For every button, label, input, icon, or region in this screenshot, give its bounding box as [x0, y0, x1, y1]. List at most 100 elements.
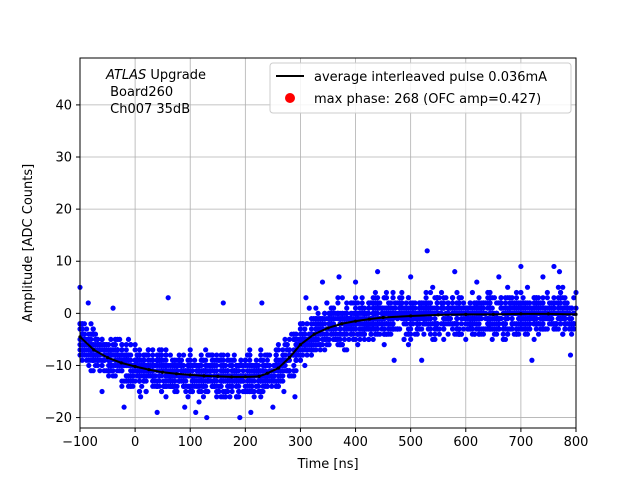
scatter-point — [236, 388, 242, 395]
scatter-point — [313, 336, 319, 343]
scatter-point — [527, 321, 533, 327]
scatter-point — [110, 362, 116, 369]
scatter-point — [403, 321, 409, 327]
scatter-point — [311, 315, 317, 322]
scatter-point — [568, 326, 575, 332]
scatter-point — [465, 305, 471, 311]
scatter-point — [361, 321, 367, 327]
x-tick-label: 700 — [508, 435, 533, 450]
scatter-point — [454, 315, 460, 322]
scatter-point — [568, 331, 575, 337]
scatter-point-outlier — [419, 357, 425, 363]
scatter-point — [518, 321, 524, 327]
scatter-point — [255, 378, 262, 384]
average-pulse-point — [119, 361, 123, 365]
scatter-point — [79, 357, 85, 363]
annotation-upgrade: Upgrade — [146, 68, 206, 83]
scatter-point — [84, 326, 90, 332]
scatter-point — [158, 352, 165, 358]
average-pulse-point — [353, 319, 358, 323]
x-tick-label: 500 — [398, 435, 423, 450]
scatter-point — [88, 321, 94, 327]
scatter-point — [169, 368, 176, 374]
scatter-point — [172, 388, 178, 395]
scatter-point — [163, 383, 169, 389]
scatter-point — [445, 331, 451, 337]
scatter-point — [211, 383, 218, 389]
scatter-point — [227, 357, 233, 363]
average-pulse-point — [326, 326, 330, 330]
scatter-point-outlier — [259, 300, 265, 306]
scatter-point-outlier — [85, 300, 91, 306]
scatter-point — [125, 336, 132, 343]
scatter-point — [154, 352, 160, 358]
scatter-point — [196, 399, 202, 405]
scatter-point — [425, 326, 431, 332]
scatter-point — [260, 378, 266, 384]
scatter-point — [275, 342, 281, 348]
scatter-point — [500, 321, 506, 327]
scatter-point — [255, 362, 262, 369]
scatter-point — [99, 347, 105, 353]
scatter-point — [487, 289, 493, 296]
scatter-point — [434, 305, 440, 311]
legend-marker-swatch — [285, 93, 295, 103]
scatter-point — [513, 289, 520, 296]
scatter-point — [119, 383, 125, 389]
scatter-point — [397, 300, 403, 306]
average-pulse-point — [202, 374, 206, 378]
scatter-point — [469, 289, 475, 296]
scatter-point — [174, 362, 180, 369]
chart-annotation: ATLAS Upgrade Board260 Ch007 35dB — [105, 68, 206, 117]
scatter-point-outlier — [319, 279, 326, 285]
scatter-point-outlier — [336, 274, 342, 280]
scatter-point — [136, 378, 143, 384]
scatter-point — [278, 373, 284, 379]
scatter-point — [491, 295, 498, 301]
scatter-point — [379, 321, 385, 327]
average-pulse-point — [229, 375, 234, 379]
scatter-point — [304, 347, 310, 353]
scatter-point — [339, 295, 345, 301]
scatter-point — [357, 310, 363, 316]
scatter-point — [467, 300, 473, 306]
scatter-point — [326, 315, 332, 322]
scatter-point — [295, 336, 301, 343]
scatter-point — [165, 373, 171, 379]
scatter-point — [308, 352, 315, 358]
scatter-point — [227, 394, 233, 400]
scatter-point — [445, 305, 451, 311]
scatter-point — [531, 336, 537, 343]
scatter-point — [216, 388, 222, 395]
scatter-point — [348, 331, 354, 337]
average-pulse-point — [298, 343, 303, 347]
scatter-point — [432, 315, 438, 322]
scatter-point — [99, 362, 105, 369]
scatter-point — [379, 326, 385, 332]
scatter-point — [513, 295, 520, 301]
scatter-point — [229, 378, 235, 384]
scatter-point — [381, 331, 387, 337]
scatter-point — [491, 331, 498, 337]
scatter-point — [88, 331, 94, 337]
scatter-point — [220, 388, 226, 395]
scatter-point — [414, 326, 420, 332]
scatter-point — [465, 315, 471, 322]
scatter-point — [408, 321, 414, 327]
average-pulse-point — [436, 313, 440, 317]
scatter-point — [469, 305, 475, 311]
scatter-point — [357, 331, 363, 337]
scatter-point — [434, 326, 440, 332]
scatter-point — [544, 289, 550, 296]
scatter-point — [145, 352, 151, 358]
scatter-point — [81, 352, 88, 358]
scatter-point — [229, 388, 235, 395]
scatter-point — [209, 357, 215, 363]
scatter-point — [408, 300, 414, 306]
scatter-point — [375, 326, 381, 332]
scatter-point-outlier — [154, 409, 160, 415]
scatter-point — [227, 362, 233, 369]
scatter-point — [196, 378, 202, 384]
scatter-point — [150, 352, 156, 358]
average-pulse-point — [409, 314, 413, 318]
